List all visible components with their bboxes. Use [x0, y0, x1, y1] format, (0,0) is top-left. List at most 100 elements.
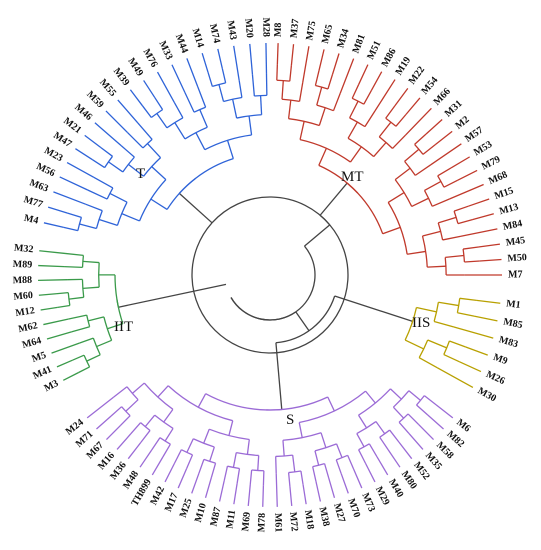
- branch-t-node: [67, 212, 82, 218]
- branch-mt-node: [347, 121, 358, 139]
- leaf-label: M4: [23, 213, 40, 227]
- branch-t-node: [259, 95, 263, 115]
- branch-s-leaf: [247, 484, 251, 507]
- leaf-label: M2: [453, 114, 471, 132]
- branch-t-node: [79, 223, 97, 230]
- branch-mt-leaf: [339, 58, 355, 94]
- branch-s-node: [249, 469, 253, 486]
- branch-s-leaf: [151, 456, 164, 476]
- leaf-label: M77: [22, 194, 44, 210]
- branch-s-node: [398, 421, 410, 435]
- branch-mt-node: [318, 107, 326, 126]
- branch-s-node: [298, 422, 303, 438]
- branch-mt-node: [373, 142, 387, 158]
- branch-iit-leaf: [62, 371, 79, 381]
- branch-iit-leaf: [40, 306, 58, 311]
- branch-s-node: [186, 438, 194, 453]
- clade-label-iis: IIS: [412, 315, 430, 331]
- branch-s-node: [408, 390, 421, 401]
- clade-label-s: S: [286, 412, 294, 428]
- branch-mt-node: [349, 146, 362, 163]
- branch-mt-node: [314, 70, 320, 86]
- branch-mt-node: [463, 246, 479, 250]
- leaf-label: M20: [242, 18, 255, 38]
- branch-mt-leaf: [472, 213, 494, 221]
- leaf-label: M72: [287, 511, 300, 531]
- branch-s-leaf: [139, 449, 153, 468]
- leaf-label: M68: [487, 169, 509, 187]
- branch-iit-leaf: [38, 293, 57, 296]
- branch-mt-leaf: [331, 53, 340, 75]
- clade-label-t: T: [136, 166, 145, 182]
- backbone-branch: [304, 224, 331, 247]
- branch-t-arc: [166, 158, 234, 210]
- leaf-label: M5: [30, 350, 47, 365]
- branch-s-node: [423, 395, 437, 406]
- branch-mt-leaf: [405, 107, 432, 136]
- branch-t-node: [127, 132, 144, 149]
- leaf-label: M56: [34, 161, 56, 179]
- branch-s-node: [236, 468, 241, 484]
- branch-iis-node: [443, 353, 460, 363]
- branch-s-leaf: [204, 477, 212, 499]
- branch-mt-node: [332, 93, 341, 111]
- branch-mt-node: [281, 80, 284, 100]
- leaf-label: M25: [178, 497, 195, 519]
- leaf-label: M85: [502, 316, 523, 331]
- branch-s-node: [203, 428, 210, 444]
- leaf-label: M23: [42, 145, 64, 164]
- branch-iit-leaf: [38, 264, 65, 268]
- branch-mt-node: [422, 230, 441, 237]
- branch-s-node: [287, 472, 291, 487]
- branch-s-node: [163, 408, 174, 423]
- leaf-label: M11: [224, 509, 238, 529]
- branch-mt-node: [382, 226, 401, 235]
- branch-t-node: [195, 132, 206, 151]
- leaf-label: M76: [141, 47, 160, 69]
- branch-mt-leaf: [302, 46, 310, 84]
- branch-s-node: [125, 399, 139, 412]
- leaf-label: M86: [380, 47, 399, 69]
- branch-iit-node: [96, 339, 112, 348]
- branch-iit-node: [87, 316, 105, 322]
- branch-mt-node: [427, 265, 446, 268]
- branch-s-leaf: [340, 473, 349, 494]
- leaf-label: M73: [359, 491, 377, 513]
- branch-s-node: [113, 386, 128, 398]
- branch-t-node: [98, 218, 118, 227]
- branch-mt-node: [298, 82, 304, 102]
- branch-iit-node: [68, 314, 87, 320]
- branch-t-node: [120, 145, 135, 158]
- branch-mt-leaf: [358, 64, 369, 85]
- leaf-label: M57: [463, 125, 485, 145]
- branch-mt-leaf: [479, 258, 502, 262]
- branch-t-leaf: [233, 45, 240, 81]
- leaf-label: M38: [317, 506, 332, 527]
- branch-s-node: [119, 415, 131, 427]
- leaf-label: M69: [240, 511, 253, 531]
- branch-t-node: [85, 203, 103, 212]
- leaf-label: M46: [72, 102, 94, 123]
- branch-s-node: [228, 420, 234, 436]
- branch-s-leaf: [364, 462, 376, 483]
- leaf-label: M32: [13, 242, 33, 255]
- leaf-label: M28: [260, 17, 271, 37]
- branch-s-leaf: [328, 477, 336, 499]
- branch-s-node: [389, 429, 400, 443]
- branch-mt-node: [464, 260, 480, 263]
- branch-mt-node: [363, 90, 372, 105]
- tree-branches: [38, 43, 502, 507]
- branch-s-node: [312, 466, 317, 482]
- branch-mt-node: [453, 205, 469, 212]
- backbone-branch: [118, 283, 227, 308]
- branch-mt-node: [443, 179, 459, 188]
- branch-mt-leaf: [478, 243, 501, 248]
- branch-t-leaf: [201, 52, 209, 73]
- branch-mt-leaf: [457, 169, 478, 181]
- branch-mt-node: [349, 100, 359, 119]
- leaf-label: M33: [156, 39, 174, 61]
- branch-t-node: [109, 192, 128, 203]
- backbone-arc: [191, 222, 349, 354]
- branch-mt-leaf: [394, 87, 409, 107]
- branch-t-node: [248, 115, 253, 136]
